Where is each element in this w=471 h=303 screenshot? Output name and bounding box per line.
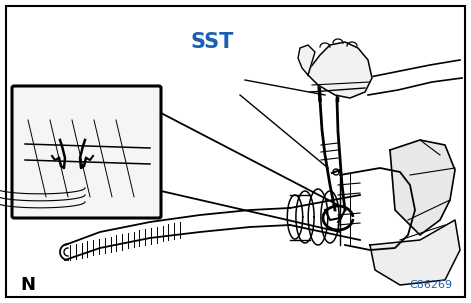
Text: N: N (20, 276, 35, 294)
Polygon shape (370, 220, 460, 285)
Polygon shape (298, 45, 315, 75)
Polygon shape (308, 42, 372, 98)
Polygon shape (390, 140, 455, 235)
Text: C86269: C86269 (409, 280, 452, 290)
FancyBboxPatch shape (12, 86, 161, 218)
Text: SST: SST (190, 32, 233, 52)
